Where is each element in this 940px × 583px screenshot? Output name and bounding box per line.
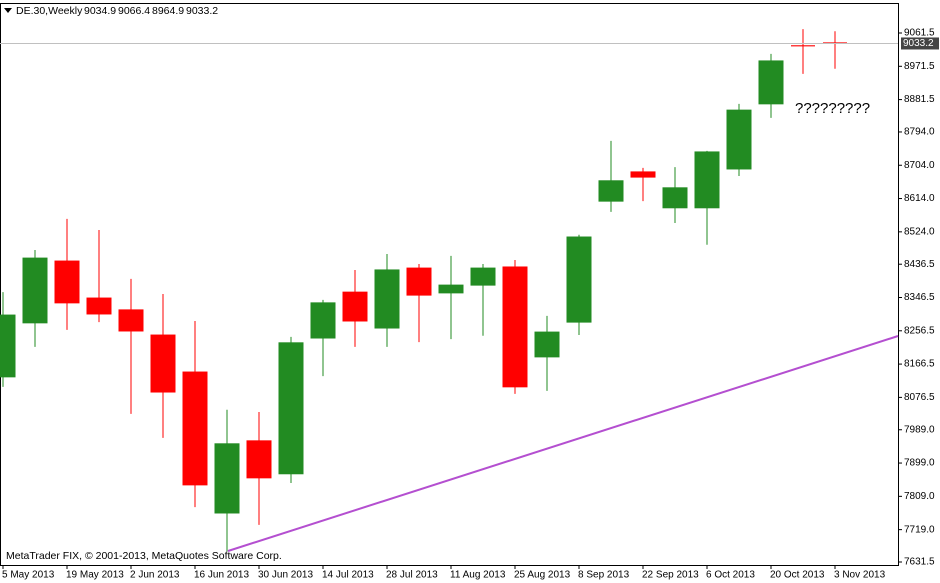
candle-body [118, 309, 144, 332]
x-tick-label: 6 Oct 2013 [706, 570, 755, 581]
y-tick-label: 8346.5 [904, 292, 935, 303]
candle-body [310, 302, 336, 339]
y-tick-label: 8076.5 [904, 392, 935, 403]
y-tick-label: 8614.0 [904, 193, 935, 204]
header-open: 9034.9 [84, 5, 116, 17]
y-tick-label: 9061.5 [904, 28, 935, 39]
y-tick-label: 7989.0 [904, 424, 935, 435]
candle-body [246, 440, 272, 479]
current-price-label: 9033.2 [903, 38, 934, 49]
header-close: 9033.2 [186, 5, 218, 17]
candle-body [278, 342, 304, 475]
candle-body [630, 171, 656, 178]
y-tick-label: 7809.0 [904, 491, 935, 502]
x-tick-label: 5 May 2013 [2, 570, 55, 581]
y-tick-label: 8794.0 [904, 127, 935, 138]
candle-body [502, 266, 528, 388]
trend-line [227, 335, 899, 552]
menu-arrow[interactable] [4, 8, 12, 13]
y-tick-label: 8971.5 [904, 61, 935, 72]
candle-body [598, 180, 624, 202]
x-tick-label: 30 Jun 2013 [258, 570, 313, 581]
x-tick-label: 14 Jul 2013 [322, 570, 374, 581]
x-tick-label: 8 Sep 2013 [578, 570, 630, 581]
candle-body [374, 269, 400, 329]
y-tick-label: 8436.5 [904, 259, 935, 270]
x-tick-label: 28 Jul 2013 [386, 570, 438, 581]
x-tick-label: 20 Oct 2013 [770, 570, 825, 581]
candle-body [214, 443, 240, 514]
watermark: MetaTrader FIX, © 2001-2013, MetaQuotes … [6, 550, 282, 562]
candle-body [694, 151, 720, 209]
annotation: ????????? [795, 100, 870, 117]
y-tick-label: 7899.0 [904, 458, 935, 469]
x-tick-label: 3 Nov 2013 [834, 570, 886, 581]
candle-body [470, 267, 496, 286]
x-tick-label: 22 Sep 2013 [642, 570, 699, 581]
chart-title: DE.30,Weekly [16, 5, 83, 17]
current-price-box [901, 37, 939, 50]
x-tick-label: 2 Jun 2013 [130, 570, 180, 581]
candle-body [182, 371, 208, 486]
candle-body [54, 260, 80, 304]
header-high: 9066.4 [118, 5, 150, 17]
y-tick-label: 7631.5 [904, 557, 935, 568]
y-tick-label: 7719.0 [904, 524, 935, 535]
candle-body [758, 60, 784, 105]
candle-body [566, 236, 592, 323]
candle-body [438, 284, 464, 294]
x-tick-label: 16 Jun 2013 [194, 570, 249, 581]
candle-body [534, 331, 560, 358]
plot-frame [0, 3, 899, 566]
x-tick-label: 19 May 2013 [66, 570, 124, 581]
x-tick-label: 25 Aug 2013 [514, 570, 571, 581]
y-tick-label: 8166.5 [904, 359, 935, 370]
y-tick-label: 8704.0 [904, 160, 935, 171]
y-tick-label: 8881.5 [904, 94, 935, 105]
candle-body [150, 334, 176, 393]
candle-body [342, 291, 368, 322]
candle-body [662, 187, 688, 209]
candle-body [726, 109, 752, 170]
candle-body [406, 267, 432, 296]
candle-body [0, 314, 16, 378]
y-tick-label: 8524.0 [904, 226, 935, 237]
candle-body [86, 297, 112, 315]
header-low: 8964.9 [152, 5, 184, 17]
candle-body [22, 257, 48, 324]
y-tick-label: 8256.5 [904, 325, 935, 336]
x-tick-label: 11 Aug 2013 [450, 570, 506, 581]
